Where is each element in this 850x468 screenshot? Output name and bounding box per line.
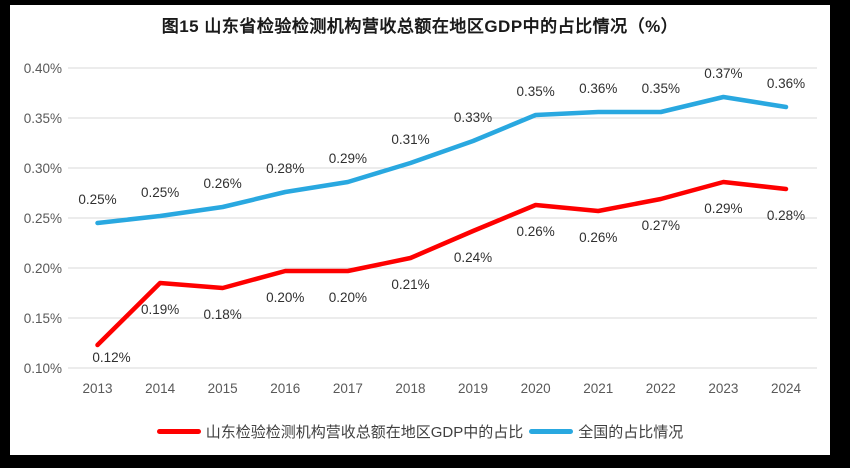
- data-label: 0.36%: [579, 81, 617, 96]
- data-label: 0.26%: [579, 230, 617, 245]
- chart-canvas: 图15 山东省检验检测机构营收总额在地区GDP中的占比情况（%） 0.10% 0.…: [10, 5, 830, 455]
- x-axis-tick-label: 2018: [395, 381, 425, 396]
- chart-legend: 山东检验检测机构营收总额在地区GDP中的占比 全国的占比情况: [10, 421, 830, 442]
- shandong-series-line: [95, 179, 789, 348]
- x-axis-tick-label: 2023: [708, 381, 738, 396]
- data-label: 0.12%: [92, 350, 130, 365]
- x-axis-tick-label: 2015: [208, 381, 238, 396]
- data-label: 0.31%: [391, 132, 429, 147]
- data-label: 0.28%: [266, 161, 304, 176]
- data-label: 0.20%: [266, 290, 304, 305]
- data-label: 0.20%: [329, 290, 367, 305]
- data-label: 0.29%: [329, 151, 367, 166]
- data-label: 0.35%: [516, 84, 554, 99]
- data-label: 0.25%: [78, 192, 116, 207]
- data-label: 0.26%: [204, 176, 242, 191]
- data-label: 0.26%: [516, 224, 554, 239]
- data-label: 0.29%: [704, 201, 742, 216]
- y-axis-tick-label: 0.10%: [24, 361, 62, 376]
- legend-label-national: 全国的占比情况: [578, 424, 684, 441]
- data-label: 0.35%: [642, 81, 680, 96]
- data-label: 0.18%: [204, 307, 242, 322]
- y-axis-tick-label: 0.35%: [24, 111, 62, 126]
- data-label: 0.36%: [767, 76, 805, 91]
- data-label: 0.19%: [141, 302, 179, 317]
- legend-label-shandong: 山东检验检测机构营收总额在地区GDP中的占比: [205, 424, 524, 441]
- y-axis-tick-label: 0.25%: [24, 211, 62, 226]
- data-label: 0.33%: [454, 110, 492, 125]
- x-axis-tick-label: 2017: [333, 381, 363, 396]
- x-axis-tick-label: 2022: [646, 381, 676, 396]
- chart-title: 图15 山东省检验检测机构营收总额在地区GDP中的占比情况（%）: [161, 17, 679, 36]
- x-axis-tick-label: 2013: [82, 381, 112, 396]
- y-axis-tick-label: 0.15%: [24, 311, 62, 326]
- data-label: 0.28%: [767, 208, 805, 223]
- data-label: 0.21%: [391, 277, 429, 292]
- x-axis-tick-label: 2021: [583, 381, 613, 396]
- data-label: 0.25%: [141, 185, 179, 200]
- y-axis-tick-label: 0.20%: [24, 261, 62, 276]
- data-label: 0.27%: [642, 218, 680, 233]
- y-axis-tick-label: 0.30%: [24, 161, 62, 176]
- legend-item-national: 全国的占比情况: [529, 421, 683, 442]
- y-axis-tick-label: 0.40%: [24, 61, 62, 76]
- blue-line-swatch-icon: [529, 429, 574, 434]
- x-axis-tick-label: 2019: [458, 381, 488, 396]
- data-label: 0.37%: [704, 66, 742, 81]
- national-series-line: [95, 94, 789, 226]
- x-axis-tick-label: 2024: [771, 381, 802, 396]
- x-axis-tick-label: 2016: [270, 381, 300, 396]
- legend-item-shandong: 山东检验检测机构营收总额在地区GDP中的占比: [156, 421, 524, 442]
- x-axis-tick-label: 2014: [145, 381, 176, 396]
- data-label: 0.24%: [454, 250, 492, 265]
- red-line-swatch-icon: [156, 429, 201, 434]
- x-axis-tick-label: 2020: [521, 381, 551, 396]
